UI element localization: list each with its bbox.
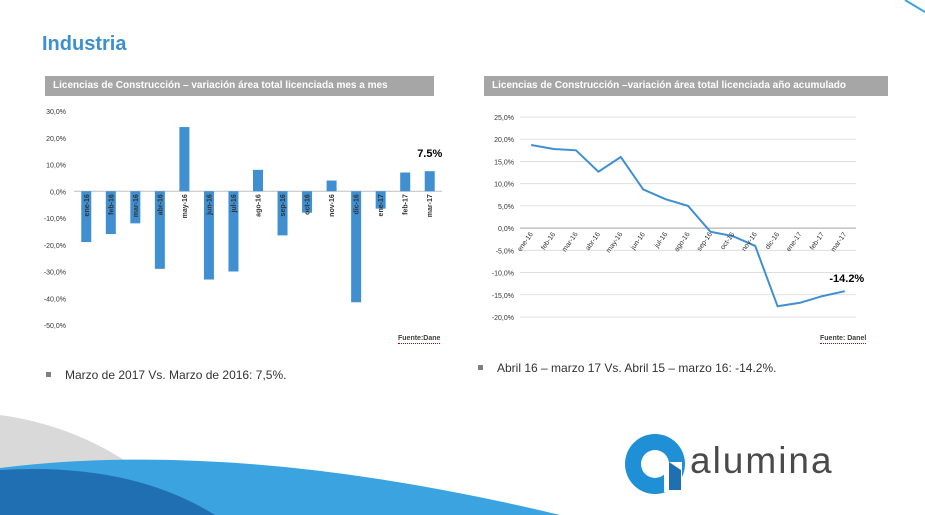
y-tick-label: 5,0% <box>498 204 514 211</box>
x-tick-label: dic-16 <box>354 194 361 214</box>
bar <box>179 127 190 192</box>
right-bullet: Abril 16 – marzo 17 Vs. Abril 15 – marzo… <box>478 361 776 375</box>
y-tick-label: 25,0% <box>494 115 514 122</box>
bar <box>81 191 92 243</box>
wave-dark-blue <box>0 468 215 515</box>
y-tick-label: 15,0% <box>494 159 514 166</box>
x-tick-label: mar-17 <box>427 194 434 217</box>
bar <box>400 172 411 192</box>
x-tick-label: ene-16 <box>84 194 91 216</box>
y-tick-label: -20,0% <box>44 243 66 250</box>
left-bullet-text: Marzo de 2017 Vs. Marzo de 2016: 7,5%. <box>65 368 287 382</box>
x-tick-label: jul-16 <box>231 194 238 213</box>
bar <box>105 191 116 235</box>
y-tick-label: -10,0% <box>44 216 66 223</box>
left-bullet: Marzo de 2017 Vs. Marzo de 2016: 7,5%. <box>46 368 286 382</box>
y-tick-label: -40,0% <box>44 296 66 303</box>
bar <box>351 191 362 303</box>
x-tick-label: feb-17 <box>403 194 410 215</box>
y-tick-label: 20,0% <box>494 137 514 144</box>
y-tick-label: 10,0% <box>494 182 514 189</box>
data-label-annotation: -14.2% <box>829 273 864 285</box>
y-tick-label: 30,0% <box>46 109 66 116</box>
y-tick-label: -30,0% <box>44 270 66 277</box>
logo-wordmark: alumina <box>690 440 834 481</box>
bar <box>326 180 337 192</box>
right-chart-header: Licencias de Construcción –variación áre… <box>484 76 888 96</box>
x-tick-label: mar-16 <box>133 194 140 217</box>
x-tick-label: sep-16 <box>280 194 287 216</box>
right-chart-source: Fuente: Danel <box>820 335 867 344</box>
y-tick-label: 0,0% <box>498 226 514 233</box>
x-tick-label: may-16 <box>182 194 189 218</box>
y-tick-label: -10,0% <box>492 271 514 278</box>
bullet-square-icon <box>478 365 483 371</box>
bar <box>302 191 313 213</box>
y-tick-label: -15,0% <box>492 293 514 300</box>
y-tick-label: 10,0% <box>46 163 66 170</box>
data-label-annotation: 7.5% <box>417 148 442 160</box>
y-tick-label: 20,0% <box>46 136 66 143</box>
right-bullet-text: Abril 16 – marzo 17 Vs. Abril 15 – marzo… <box>497 361 777 375</box>
left-chart-source: Fuente:Dane <box>398 335 441 344</box>
x-tick-label: abr-16 <box>157 194 164 215</box>
bar <box>375 191 386 209</box>
x-tick-label: jun-16 <box>206 194 213 216</box>
bar <box>130 191 141 224</box>
y-tick-label: -50,0% <box>44 323 66 330</box>
bar <box>203 191 214 280</box>
bullet-square-icon <box>46 372 51 378</box>
bar <box>253 169 263 192</box>
x-tick-label: feb-16 <box>108 194 115 215</box>
bar <box>154 191 165 269</box>
series-line <box>531 144 846 308</box>
x-tick-label: ene-17 <box>378 194 385 216</box>
x-tick-label: ago-16 <box>256 194 263 217</box>
y-tick-label: -5,0% <box>496 248 514 255</box>
top-right-corner-line <box>904 0 925 13</box>
page-title: Industria <box>42 33 127 55</box>
y-tick-label: 0,0% <box>50 189 66 196</box>
bar <box>424 171 435 192</box>
x-tick-label: oct-16 <box>305 194 312 215</box>
y-tick-label: -20,0% <box>492 315 514 322</box>
bar <box>277 191 288 236</box>
bar <box>228 191 239 272</box>
left-chart-header: Licencias de Construcción – variación ár… <box>45 76 434 96</box>
x-tick-label: nov-16 <box>329 194 336 217</box>
